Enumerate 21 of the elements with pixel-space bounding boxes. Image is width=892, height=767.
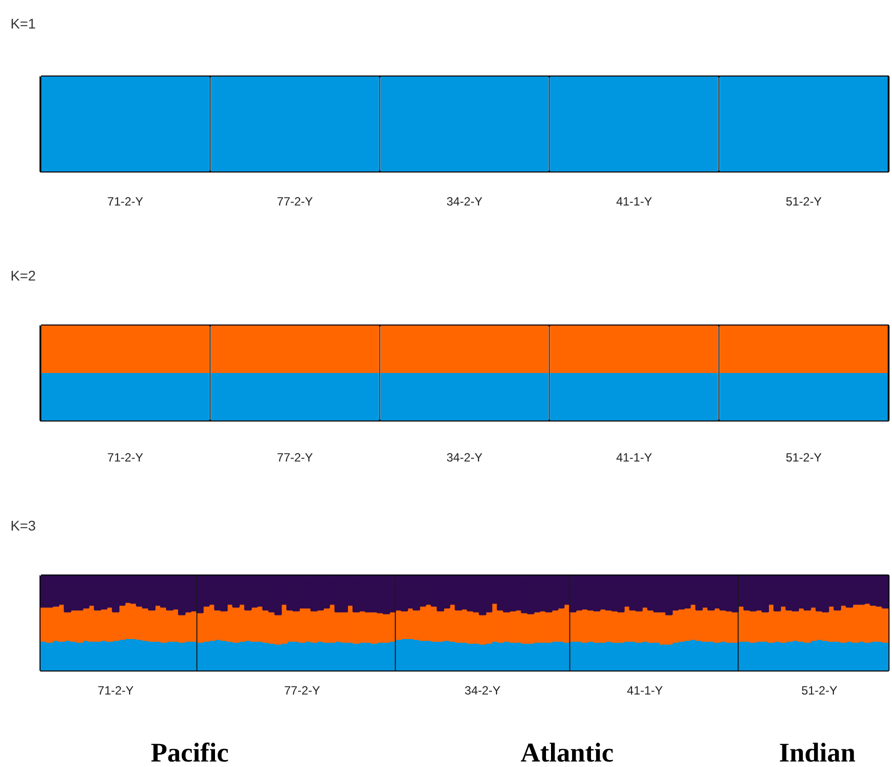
text: Atlantic [520, 737, 614, 767]
x-tick-label: 71-2-Y [107, 194, 144, 208]
chart-title: K=1 [10, 16, 36, 32]
x-tick-label: 77-2-Y [276, 450, 313, 464]
x-tick-label: 41-1-Y [626, 684, 663, 698]
x-tick-label: 77-2-Y [276, 194, 313, 208]
x-tick-label: 51-2-Y [786, 450, 822, 464]
x-tick-label: 34-2-Y [446, 194, 483, 208]
x-tick-label: 41-1-Y [616, 450, 652, 464]
x-tick-label: 34-2-Y [464, 684, 501, 698]
x-tick-label: 51-2-Y [786, 194, 822, 208]
x-tick-label: 41-1-Y [616, 194, 652, 208]
text: Indian [778, 737, 856, 767]
x-tick-label: 34-2-Y [446, 450, 483, 464]
chart-title: K=2 [10, 268, 36, 284]
chart-title: K=3 [10, 518, 36, 534]
x-tick-label: 71-2-Y [98, 684, 134, 698]
x-tick-label: 51-2-Y [801, 684, 838, 698]
text: Pacific [150, 737, 229, 767]
x-tick-label: 77-2-Y [284, 684, 320, 698]
x-tick-label: 71-2-Y [107, 450, 144, 464]
